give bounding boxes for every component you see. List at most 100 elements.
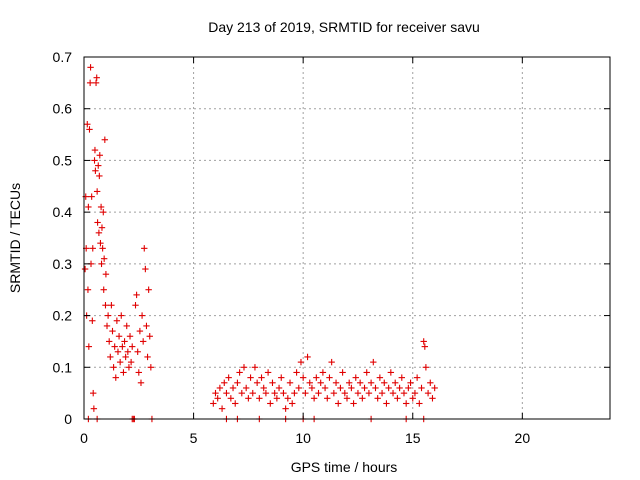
data-point [359, 395, 366, 402]
data-point [144, 353, 151, 361]
data-point [339, 369, 346, 376]
data-point [297, 358, 305, 366]
data-point [356, 379, 364, 386]
data-point [321, 384, 329, 392]
chart-title: Day 213 of 2019, SRMTID for receiver sav… [208, 19, 480, 35]
data-point [81, 265, 89, 273]
data-point [146, 333, 153, 340]
x-axis-label: GPS time / hours [291, 459, 398, 475]
data-point [302, 389, 309, 397]
data-point [238, 389, 245, 397]
data-point [125, 364, 133, 371]
data-point [90, 405, 98, 412]
data-point [210, 400, 217, 407]
x-tick-label: 0 [80, 430, 88, 446]
y-tick-label: 0.2 [53, 308, 73, 324]
data-point [221, 379, 228, 386]
data-point [127, 358, 135, 366]
data-point [293, 369, 300, 376]
data-point [326, 374, 333, 381]
data-point [232, 400, 239, 407]
data-point [424, 389, 432, 397]
data-point [387, 369, 395, 376]
data-point [247, 374, 254, 381]
data-point [361, 384, 368, 392]
data-point [251, 364, 259, 371]
y-tick-label: 0.4 [53, 204, 73, 220]
data-point [98, 224, 106, 231]
data-point [258, 374, 265, 381]
data-point [90, 389, 97, 397]
data-point [115, 333, 123, 340]
data-point [123, 322, 130, 330]
data-point [253, 379, 261, 386]
data-point [273, 395, 281, 402]
data-point [225, 374, 232, 381]
data-point [132, 302, 139, 309]
data-point [370, 358, 377, 366]
data-point [416, 400, 423, 407]
data-point [227, 395, 235, 402]
data-point [324, 395, 331, 402]
data-point [242, 384, 250, 392]
x-tick-label: 15 [405, 430, 421, 446]
data-point [95, 229, 103, 237]
data-point [96, 172, 103, 180]
data-point [89, 245, 96, 252]
data-point [116, 358, 124, 366]
y-axis-label: SRMTID / TECUs [7, 183, 23, 293]
data-point [429, 395, 436, 402]
data-point [372, 384, 379, 392]
data-point [89, 317, 96, 324]
data-point [341, 389, 349, 397]
data-point [383, 400, 390, 407]
data-point [110, 364, 117, 371]
y-tick-label: 0.3 [53, 256, 73, 272]
x-tick-label: 10 [295, 430, 311, 446]
data-point [109, 327, 116, 335]
data-point [118, 312, 125, 319]
data-point [240, 364, 248, 371]
data-point [96, 152, 103, 159]
data-point [278, 374, 285, 381]
data-point [97, 239, 104, 247]
data-point [400, 389, 408, 397]
data-point [120, 369, 127, 376]
data-point [421, 343, 429, 350]
data-point [350, 400, 357, 407]
data-point [91, 146, 99, 154]
data-point [306, 379, 313, 386]
data-point [94, 219, 101, 226]
data-point [381, 379, 388, 386]
data-point [229, 384, 237, 392]
data-point [422, 364, 430, 371]
data-point [122, 353, 129, 361]
data-point [310, 395, 318, 402]
data-point [289, 400, 296, 407]
data-point [236, 369, 243, 376]
data-point [143, 322, 150, 330]
data-point [87, 64, 94, 71]
x-tick-label: 20 [515, 430, 531, 446]
data-point [133, 291, 140, 299]
data-point [214, 395, 221, 402]
y-tick-label: 0.1 [53, 359, 73, 375]
data-point [86, 79, 94, 87]
data-point [374, 395, 381, 402]
data-point [223, 389, 230, 397]
data-point [91, 157, 98, 164]
data-point [88, 193, 95, 200]
data-point [337, 384, 344, 392]
data-point [354, 389, 362, 397]
grid-lines [84, 57, 610, 419]
data-point [282, 405, 289, 412]
data-point [141, 245, 148, 252]
data-point [352, 374, 359, 381]
data-point [313, 374, 320, 381]
data-point [394, 395, 401, 402]
data-point [365, 389, 373, 397]
data-point [413, 374, 421, 381]
data-point [378, 389, 386, 397]
data-point [405, 384, 412, 392]
